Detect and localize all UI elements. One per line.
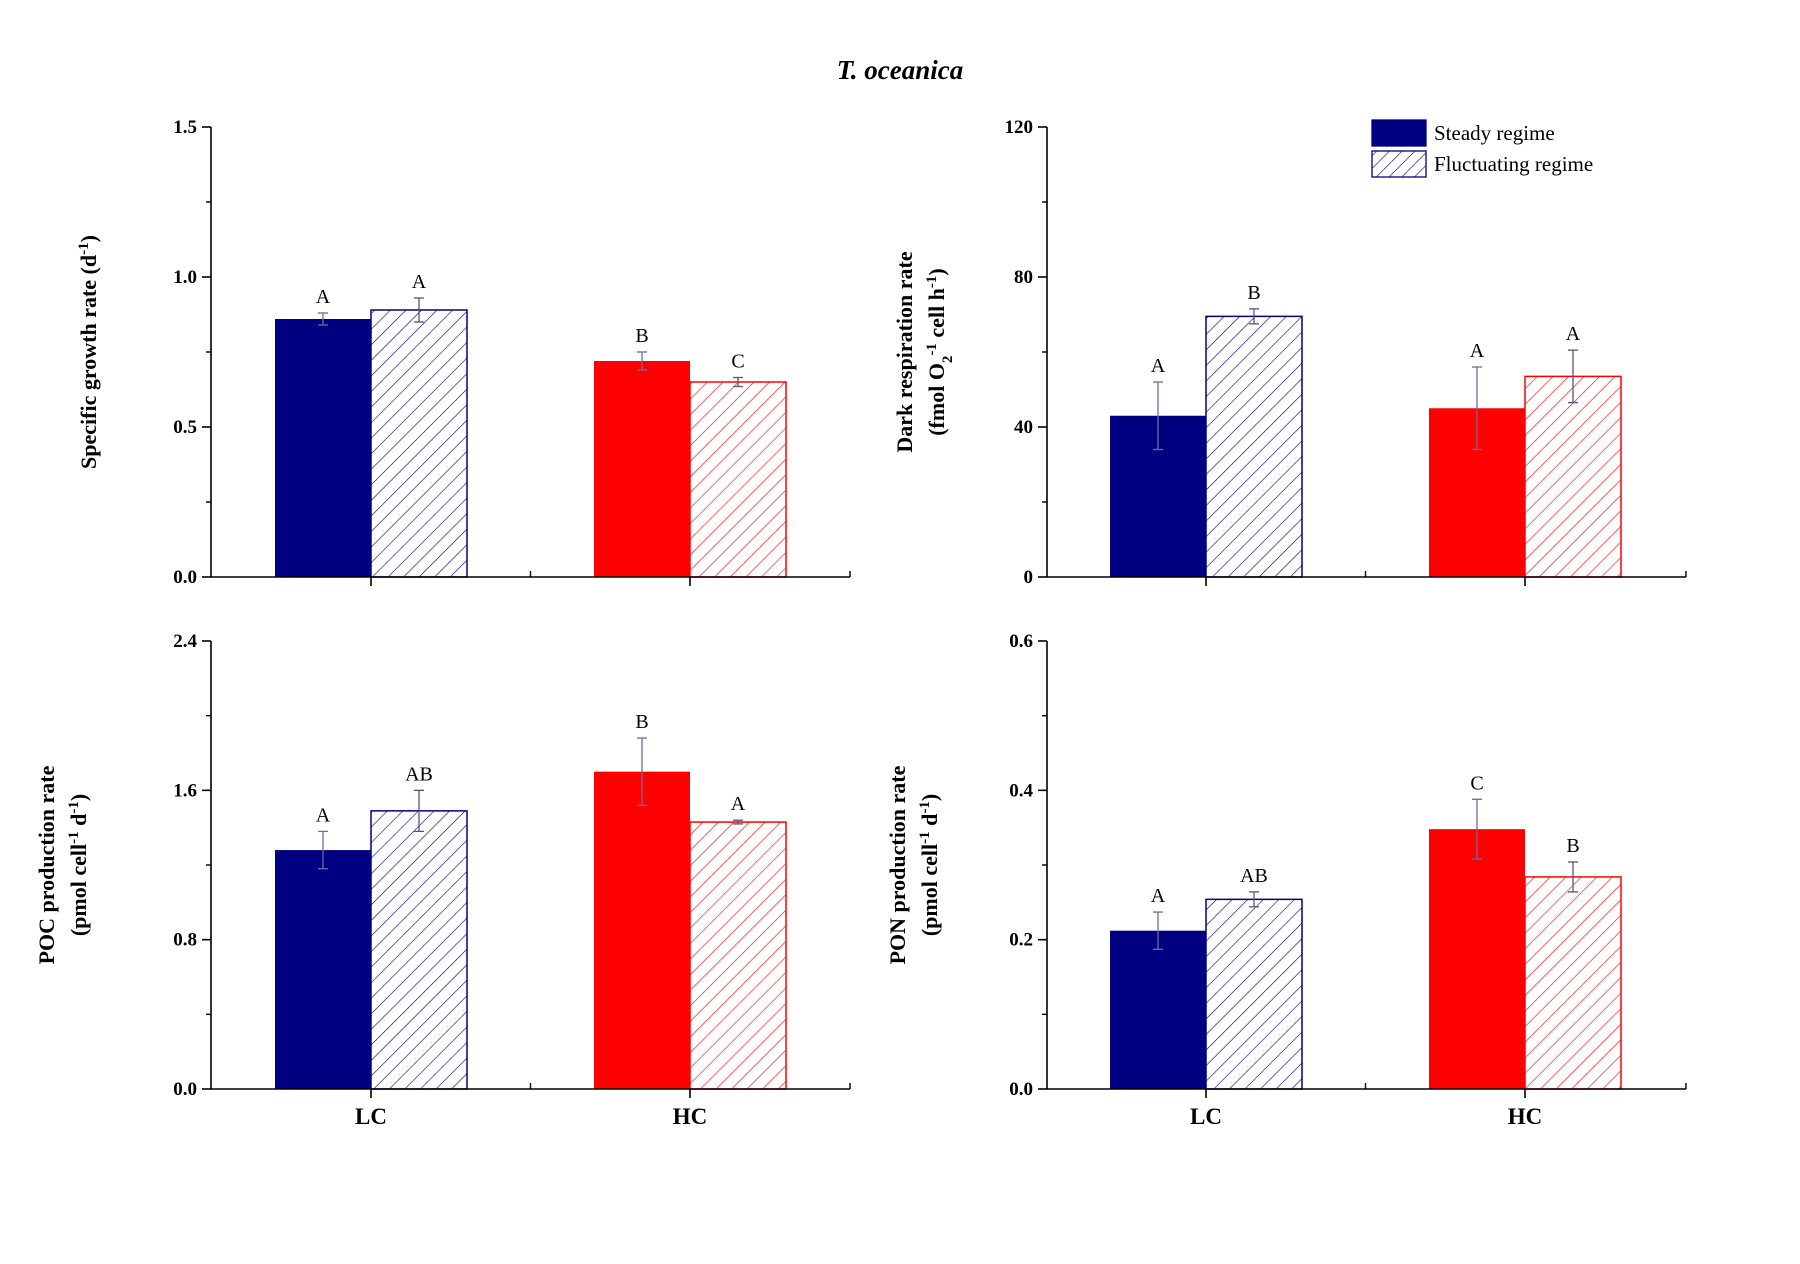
y-axis-label: Specific growth rate (d-1) bbox=[76, 235, 101, 469]
legend-swatch bbox=[1371, 150, 1427, 178]
significance-label: A bbox=[1151, 885, 1166, 907]
error-bar bbox=[1568, 861, 1578, 893]
y-tick-label: 0.8 bbox=[173, 930, 197, 951]
bar-lc-fluctuating bbox=[1205, 315, 1303, 578]
svg-text:Dark respiration rate: Dark respiration rate bbox=[892, 251, 917, 452]
error-bar bbox=[733, 376, 743, 388]
y-tick-label: 0.5 bbox=[173, 417, 197, 438]
x-category-label: HC bbox=[673, 1104, 708, 1129]
significance-label: A bbox=[316, 286, 331, 308]
legend: Steady regime Fluctuating regime bbox=[1371, 119, 1593, 178]
significance-label: C bbox=[731, 351, 744, 373]
y-tick-label: 1.0 bbox=[173, 267, 197, 288]
error-bar bbox=[637, 351, 647, 371]
y-tick-label: 120 bbox=[1005, 117, 1034, 138]
error-bar bbox=[1153, 381, 1163, 451]
svg-text:(pmol cell-1 d-1): (pmol cell-1 d-1) bbox=[66, 794, 91, 936]
y-tick-label: 2.4 bbox=[173, 631, 197, 652]
y-tick-label: 0.2 bbox=[1009, 930, 1033, 951]
significance-label: B bbox=[1566, 835, 1579, 857]
error-bar bbox=[1153, 911, 1163, 951]
bar-lc-steady bbox=[1110, 930, 1206, 1089]
significance-label: A bbox=[1566, 323, 1581, 345]
y-tick-label: 80 bbox=[1014, 267, 1033, 288]
bar-lc-fluctuating bbox=[1205, 898, 1303, 1090]
svg-text:(pmol cell-1 d-1): (pmol cell-1 d-1) bbox=[917, 794, 942, 936]
significance-label: A bbox=[316, 804, 331, 826]
y-axis-label: Dark respiration rate (fmol O2-1 cell h-1… bbox=[892, 251, 956, 452]
figure-title: T. oceanica bbox=[837, 55, 963, 85]
legend-item: Steady regime bbox=[1371, 119, 1555, 147]
bar-hc-fluctuating bbox=[689, 381, 787, 578]
y-tick-label: 1.5 bbox=[173, 117, 197, 138]
chart-panel-1: A A B C 0.0 0.5 1.0 1.5 Specific growth rate (d-… bbox=[76, 117, 851, 588]
bar-hc-fluctuating bbox=[689, 821, 787, 1090]
y-tick-label: 0.0 bbox=[173, 567, 197, 588]
svg-text:PON production rate: PON production rate bbox=[885, 765, 910, 964]
y-axis-label: POC production rate (pmol cell-1 d-1) bbox=[34, 765, 91, 964]
chart-panel-2: A B A A 0 40 80 120 Dark respiration rate (fmol O… bbox=[892, 117, 1687, 588]
bar-hc-fluctuating bbox=[1524, 876, 1622, 1090]
svg-text:(fmol O2-1 cell h-1): (fmol O2-1 cell h-1) bbox=[924, 268, 956, 436]
y-tick-label: 40 bbox=[1014, 417, 1033, 438]
y-tick-label: 0.4 bbox=[1009, 780, 1033, 801]
significance-label: AB bbox=[405, 763, 433, 785]
significance-label: A bbox=[1470, 340, 1485, 362]
error-bar bbox=[637, 737, 647, 806]
y-tick-label: 1.6 bbox=[173, 780, 197, 801]
error-bar bbox=[733, 819, 743, 825]
legend-label: Fluctuating regime bbox=[1434, 152, 1593, 176]
significance-label: B bbox=[1247, 282, 1260, 304]
significance-label: A bbox=[731, 793, 746, 815]
significance-label: B bbox=[635, 325, 648, 347]
error-bar bbox=[1568, 349, 1578, 404]
x-category-label: LC bbox=[1190, 1104, 1222, 1129]
error-bar bbox=[318, 830, 328, 870]
significance-label: A bbox=[1151, 355, 1166, 377]
significance-label: AB bbox=[1240, 865, 1268, 887]
error-bar bbox=[1249, 891, 1259, 908]
bar-hc-steady bbox=[594, 361, 690, 577]
legend-swatch bbox=[1371, 119, 1427, 147]
x-category-label: HC bbox=[1508, 1104, 1543, 1129]
legend-label: Steady regime bbox=[1434, 121, 1555, 145]
svg-text:POC production rate: POC production rate bbox=[34, 765, 59, 964]
bar-lc-steady bbox=[275, 850, 371, 1089]
error-bar bbox=[414, 297, 424, 323]
error-bar bbox=[1472, 798, 1482, 860]
bar-hc-steady bbox=[594, 771, 690, 1089]
bar-lc-fluctuating bbox=[370, 309, 468, 578]
y-tick-label: 0 bbox=[1024, 567, 1034, 588]
bar-hc-fluctuating bbox=[1524, 375, 1622, 578]
legend-item: Fluctuating regime bbox=[1371, 150, 1593, 178]
error-bar bbox=[414, 789, 424, 833]
chart-panel-4: A AB C B 0.0 0.2 0.4 0.6 LC HC PON production rate… bbox=[885, 631, 1687, 1129]
error-bar bbox=[318, 312, 328, 326]
x-category-label: LC bbox=[355, 1104, 387, 1129]
bar-hc-steady bbox=[1429, 829, 1525, 1089]
svg-text:Specific growth rate (d-1): Specific growth rate (d-1) bbox=[76, 235, 101, 469]
y-tick-label: 0.0 bbox=[1009, 1079, 1033, 1100]
chart-panel-3: A AB B A 0.0 0.8 1.6 2.4 LC HC POC production rate… bbox=[34, 631, 851, 1129]
y-tick-label: 0.0 bbox=[173, 1079, 197, 1100]
bar-lc-fluctuating bbox=[370, 810, 468, 1090]
y-tick-label: 0.6 bbox=[1009, 631, 1033, 652]
significance-label: C bbox=[1470, 772, 1483, 794]
error-bar bbox=[1249, 308, 1259, 325]
significance-label: A bbox=[412, 271, 427, 293]
significance-label: B bbox=[635, 711, 648, 733]
y-axis-label: PON production rate (pmol cell-1 d-1) bbox=[885, 765, 942, 964]
error-bar bbox=[1472, 366, 1482, 451]
bar-lc-steady bbox=[275, 319, 371, 577]
